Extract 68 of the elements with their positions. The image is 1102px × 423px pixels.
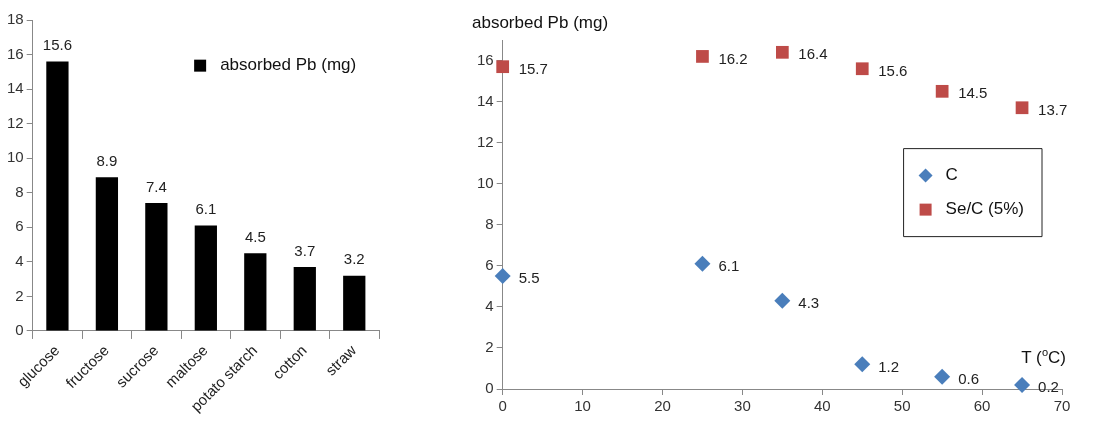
data-label: 16.2 (718, 49, 748, 67)
y-tick-label: 16 (7, 44, 24, 62)
data-label: 5.5 (518, 269, 540, 287)
point (1014, 376, 1031, 393)
point (696, 50, 709, 63)
x-tick-label: 40 (813, 397, 831, 415)
bar (194, 225, 217, 331)
bar (95, 177, 119, 331)
y-tick-label: 16 (477, 50, 494, 68)
data-label: 0.6 (958, 369, 980, 387)
legend-label: absorbed Pb (mg) (220, 55, 357, 75)
x-tick-label: 70 (1053, 397, 1071, 415)
point (854, 356, 871, 373)
y-tick-label: 10 (477, 173, 494, 191)
y-tick-label: 0 (15, 321, 24, 339)
bar (343, 275, 366, 331)
y-axis-title: absorbed Pb (mg) (472, 13, 609, 32)
bar (145, 203, 168, 331)
x-tick-label: 20 (654, 397, 671, 415)
legend-label: Se/C (5%) (945, 199, 1025, 219)
point (935, 84, 949, 98)
y-tick-label: 6 (485, 255, 494, 273)
y-tick-label: 12 (7, 113, 24, 131)
data-label: 0.2 (1038, 378, 1059, 396)
legend-label: C (945, 165, 958, 185)
y-tick-label: 14 (7, 79, 24, 97)
data-label: 3.2 (343, 250, 365, 268)
point (494, 268, 511, 285)
data-label: 8.9 (96, 151, 118, 169)
y-tick-label: 2 (15, 286, 24, 304)
point (775, 45, 789, 59)
data-label: 4.5 (244, 227, 266, 245)
point (855, 62, 869, 76)
x-tick-label: 50 (893, 397, 911, 415)
data-label: 13.7 (1038, 100, 1068, 118)
data-label: 4.3 (798, 293, 820, 311)
point (1015, 101, 1029, 115)
point (496, 60, 510, 74)
point (774, 292, 791, 309)
x-tick-label: 30 (734, 397, 751, 415)
data-label: 6.1 (718, 256, 740, 274)
data-label: 16.4 (798, 45, 828, 63)
data-label: 6.1 (195, 200, 217, 218)
bar (46, 61, 69, 331)
data-label: 7.4 (145, 177, 167, 195)
data-label: 15.6 (878, 61, 908, 79)
y-tick-label: 8 (485, 214, 494, 232)
data-label: 15.7 (518, 59, 548, 77)
y-tick-label: 6 (15, 217, 24, 235)
y-tick-label: 14 (477, 91, 494, 109)
data-label: 1.2 (878, 357, 900, 375)
y-tick-label: 18 (7, 10, 24, 28)
bar (244, 253, 267, 331)
y-tick-label: 2 (485, 338, 494, 356)
data-label: 14.5 (958, 84, 988, 102)
data-label: 15.6 (42, 36, 73, 54)
y-tick-label: 4 (485, 297, 494, 315)
point (694, 255, 711, 272)
y-tick-label: 8 (15, 182, 24, 200)
x-tick-label: 0 (498, 397, 507, 415)
x-tick-label: 10 (574, 397, 591, 415)
y-tick-label: 12 (477, 132, 494, 150)
x-tick-label: 60 (973, 397, 991, 415)
y-tick-label: 10 (7, 148, 24, 166)
point (934, 368, 951, 385)
bar (293, 267, 316, 331)
y-tick-label: 4 (15, 251, 24, 269)
data-label: 3.7 (294, 241, 316, 259)
